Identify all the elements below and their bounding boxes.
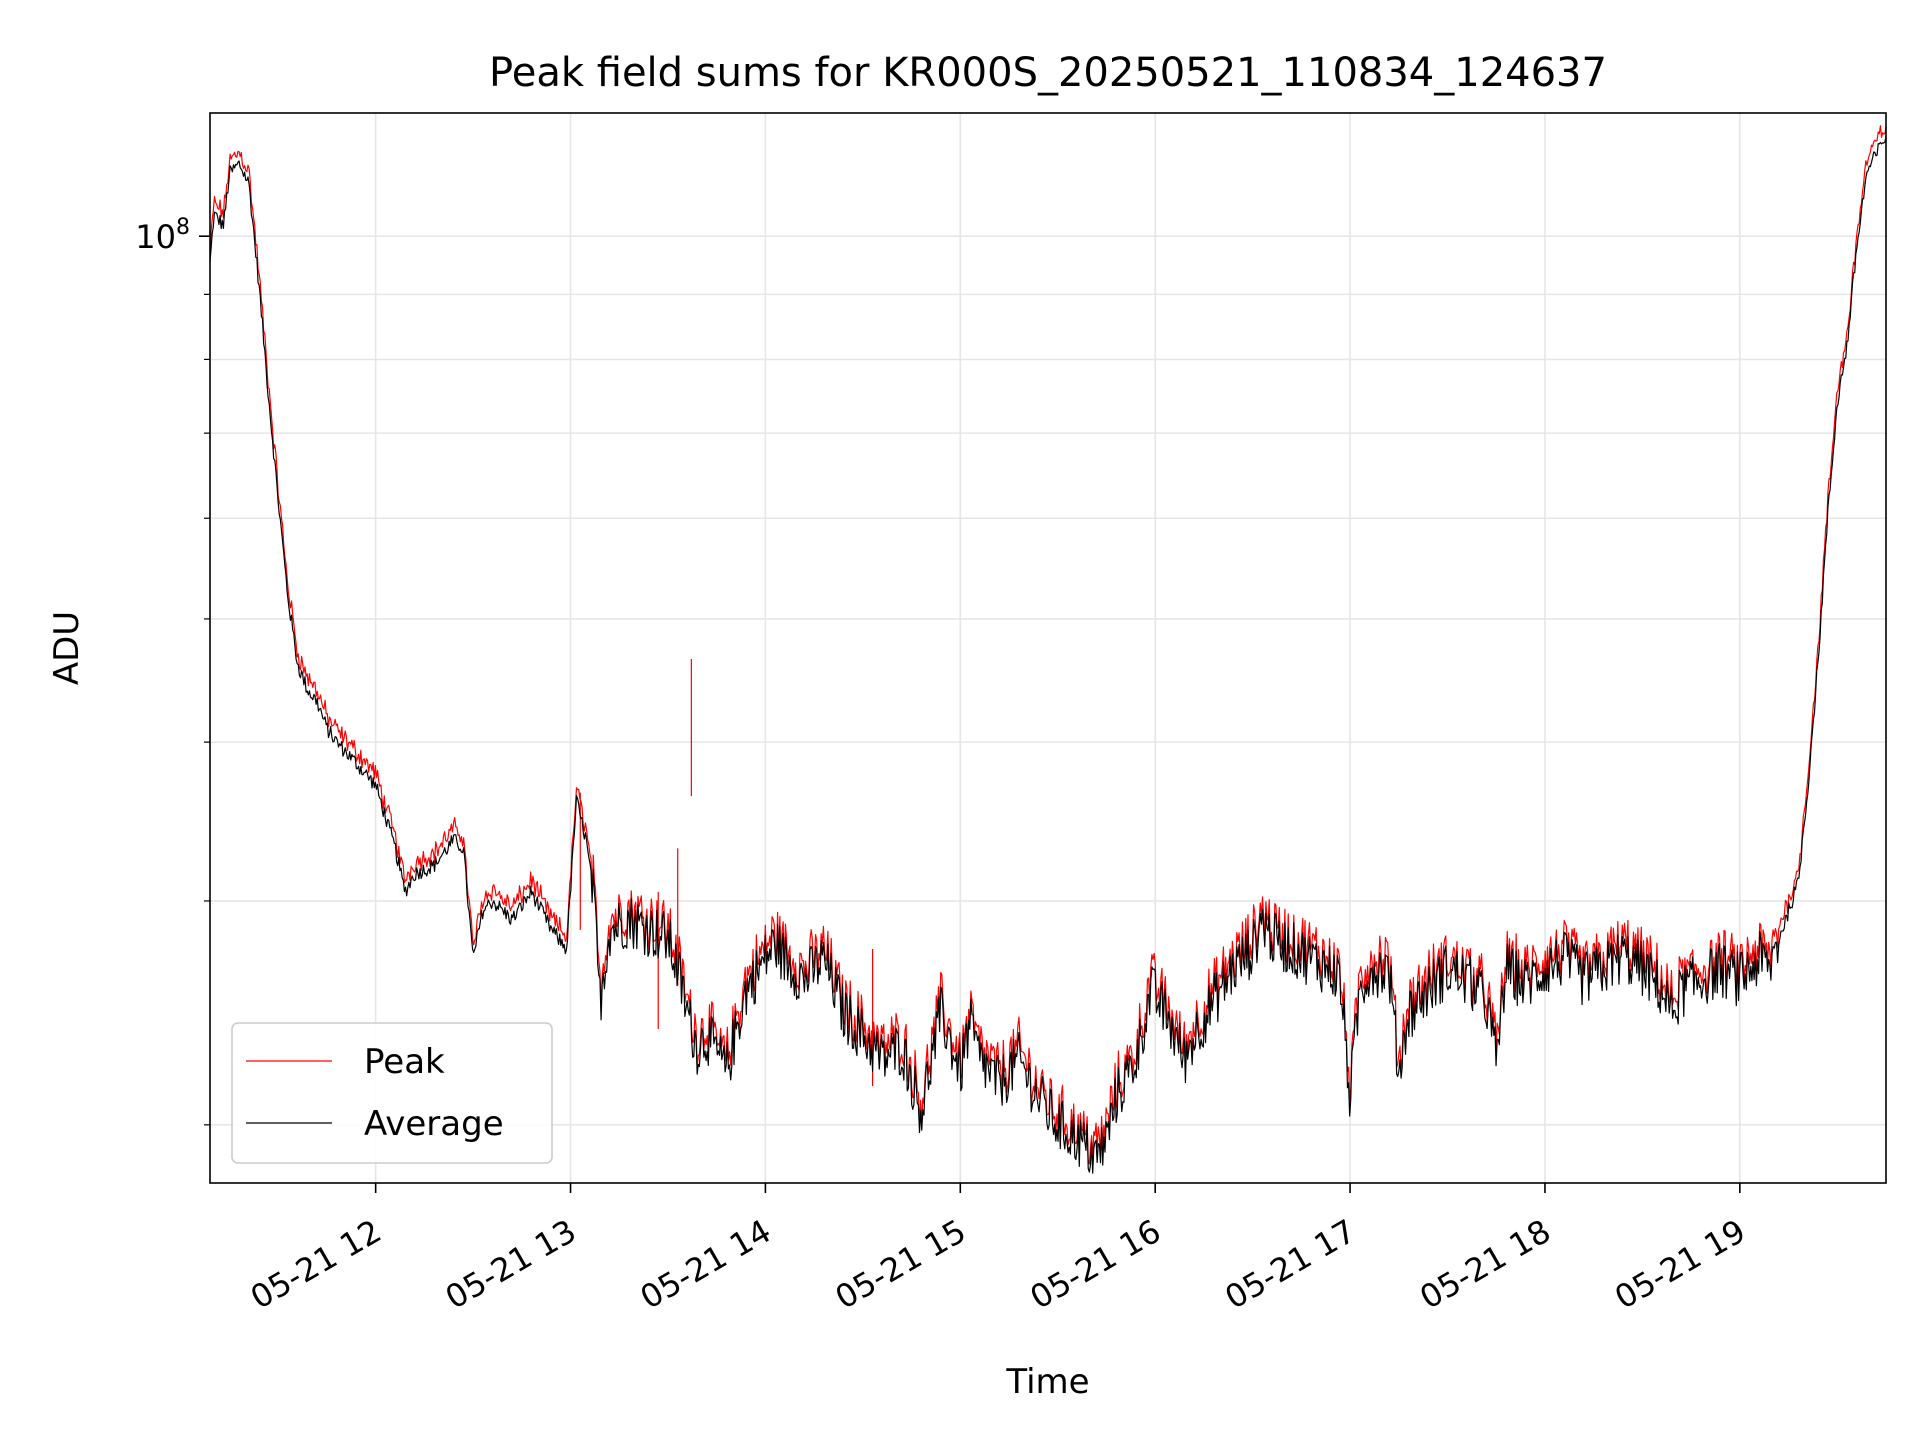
legend-label-average: Average (364, 1104, 504, 1144)
legend: Peak Average (231, 1022, 553, 1164)
series-line-peak (209, 125, 1887, 1165)
legend-label-peak: Peak (364, 1042, 445, 1082)
x-axis-label: Time (1005, 1362, 1089, 1402)
plot-series (209, 125, 1887, 1174)
y-tick-label: 108 (135, 215, 190, 256)
series-line-average (209, 135, 1887, 1174)
y-axis-label: ADU (47, 611, 87, 685)
legend-box (231, 1022, 553, 1164)
plot-frame (209, 112, 1887, 1184)
chart-title: Peak field sums for KR000S_20250521_1108… (489, 50, 1607, 96)
